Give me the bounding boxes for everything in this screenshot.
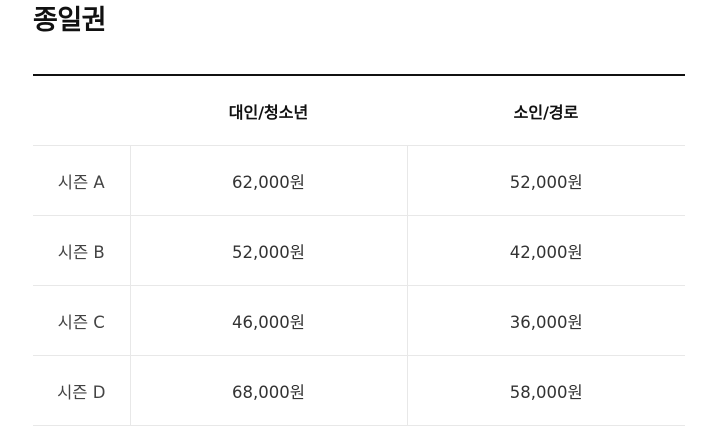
table-row: 시즌 A 62,000원 52,000원 <box>33 145 685 216</box>
table-row: 시즌 B 52,000원 42,000원 <box>33 215 685 286</box>
child-senior-price: 58,000원 <box>407 355 685 426</box>
adult-youth-price: 68,000원 <box>129 355 408 426</box>
header-row: 대인/청소년 소인/경로 <box>33 75 685 146</box>
page-title: 종일권 <box>33 5 107 36</box>
season-label: 시즌 B <box>33 215 130 286</box>
season-label: 시즌 D <box>33 355 130 426</box>
price-table: 대인/청소년 소인/경로 시즌 A 62,000원 52,000원 시즌 B 5… <box>33 74 685 426</box>
header-child-senior: 소인/경로 <box>407 75 685 146</box>
child-senior-price: 52,000원 <box>407 145 685 216</box>
table-header: 대인/청소년 소인/경로 <box>33 75 685 146</box>
header-adult-youth: 대인/청소년 <box>130 75 407 146</box>
table-row: 시즌 D 68,000원 58,000원 <box>33 355 685 426</box>
table-body: 시즌 A 62,000원 52,000원 시즌 B 52,000원 42,000… <box>33 145 685 426</box>
header-corner-cell <box>33 75 130 146</box>
season-label: 시즌 A <box>33 145 130 216</box>
adult-youth-price: 62,000원 <box>129 145 408 216</box>
adult-youth-price: 46,000원 <box>129 285 408 356</box>
table-row: 시즌 C 46,000원 36,000원 <box>33 285 685 356</box>
adult-youth-price: 52,000원 <box>129 215 408 286</box>
season-label: 시즌 C <box>33 285 130 356</box>
child-senior-price: 36,000원 <box>407 285 685 356</box>
child-senior-price: 42,000원 <box>407 215 685 286</box>
